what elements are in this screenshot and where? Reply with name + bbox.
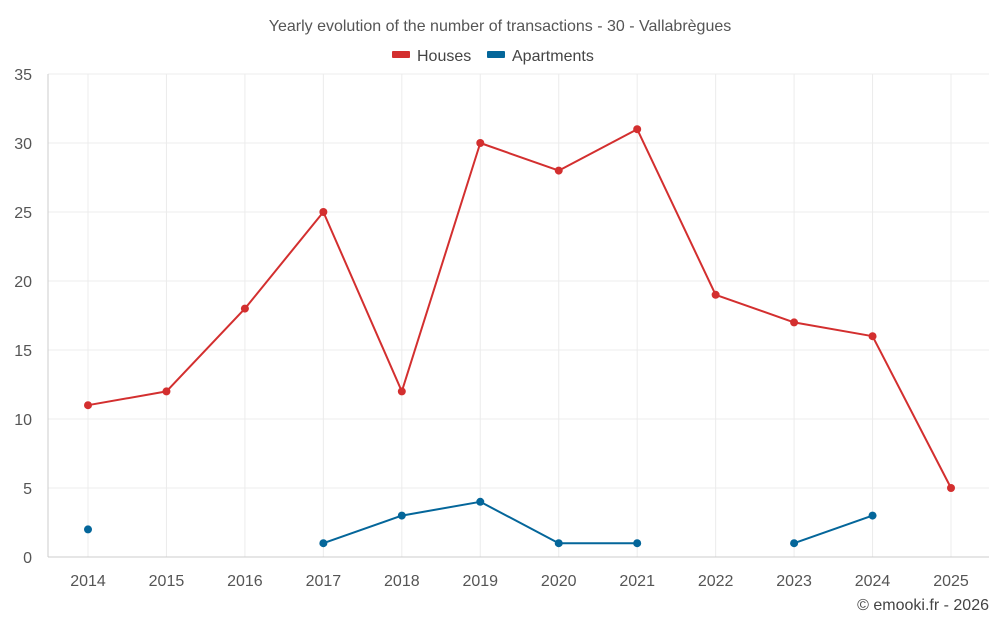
- legend-item-apartments[interactable]: Apartments: [487, 48, 594, 65]
- legend-swatch: [392, 51, 410, 58]
- x-tick-label: 2023: [776, 573, 812, 590]
- x-tick-label: 2024: [855, 573, 891, 590]
- houses-point[interactable]: [633, 125, 642, 134]
- y-tick-label: 30: [14, 136, 32, 153]
- legend-label: Houses: [417, 48, 471, 65]
- y-tick-label: 10: [14, 412, 32, 429]
- apartments-point[interactable]: [554, 539, 563, 548]
- houses-point[interactable]: [554, 166, 563, 175]
- legend-swatch: [487, 51, 505, 58]
- credit-text: © emooki.fr - 2026: [857, 597, 989, 614]
- x-tick-label: 2018: [384, 573, 420, 590]
- y-axis: 0 5 10 15 20 25 30 35: [14, 67, 32, 567]
- y-tick-label: 25: [14, 205, 32, 222]
- y-tick-label: 20: [14, 274, 32, 291]
- houses-line: [87, 128, 952, 489]
- x-axis: 2014 2015 2016 2017 2018 2019 2020 2021 2022 2023…: [70, 573, 969, 590]
- x-tick-label: 2020: [541, 573, 577, 590]
- apartments-point[interactable]: [476, 497, 485, 506]
- houses-point[interactable]: [711, 290, 720, 299]
- y-tick-label: 0: [23, 550, 32, 567]
- apartments-point[interactable]: [84, 525, 92, 534]
- apartments-point[interactable]: [319, 539, 328, 548]
- x-tick-label: 2019: [462, 573, 498, 590]
- series-group: [84, 125, 955, 548]
- houses-point[interactable]: [947, 484, 955, 492]
- legend-label: Apartments: [512, 48, 594, 65]
- houses-point[interactable]: [84, 401, 92, 410]
- x-tick-label: 2014: [70, 573, 106, 590]
- x-tick-label: 2022: [698, 573, 734, 590]
- houses-point[interactable]: [319, 208, 328, 216]
- apartments-point[interactable]: [868, 511, 877, 520]
- x-tick-label: 2021: [619, 573, 655, 590]
- x-tick-label: 2015: [149, 573, 185, 590]
- apartments-point[interactable]: [790, 539, 799, 548]
- houses-point[interactable]: [476, 139, 485, 147]
- gridlines: [47, 73, 989, 558]
- x-tick-label: 2017: [306, 573, 342, 590]
- x-tick-label: 2016: [227, 573, 263, 590]
- legend: Houses Apartments: [392, 48, 594, 65]
- y-tick-label: 5: [23, 481, 32, 498]
- y-tick-label: 15: [14, 343, 32, 360]
- houses-point[interactable]: [162, 387, 171, 396]
- houses-point[interactable]: [790, 318, 799, 327]
- apartments-point[interactable]: [633, 539, 642, 548]
- chart-title: Yearly evolution of the number of transa…: [269, 18, 732, 35]
- x-tick-label: 2025: [933, 573, 969, 590]
- apartments-line: [793, 514, 873, 545]
- houses-point[interactable]: [868, 332, 877, 341]
- y-tick-label: 35: [14, 67, 32, 84]
- houses-point[interactable]: [240, 304, 249, 313]
- series-houses: [84, 125, 955, 492]
- series-apartments: [84, 497, 877, 548]
- houses-point[interactable]: [397, 387, 406, 396]
- legend-item-houses[interactable]: Houses: [392, 48, 471, 65]
- apartments-point[interactable]: [397, 511, 406, 520]
